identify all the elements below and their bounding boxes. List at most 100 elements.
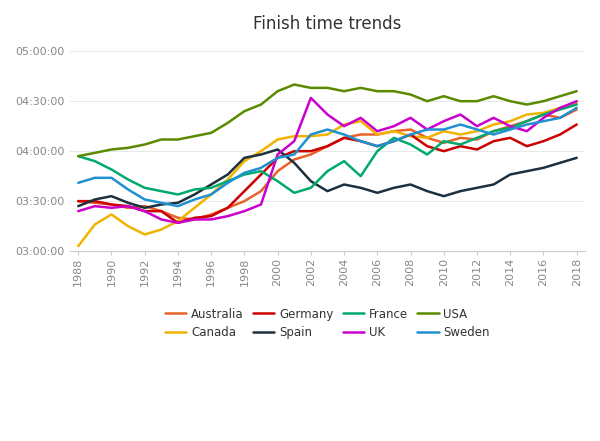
Line: Canada: Canada [78,103,577,246]
Australia [307,152,314,157]
France [175,192,182,197]
Line: Spain: Spain [78,149,577,208]
Spain [556,160,563,165]
Canada [175,218,182,224]
Spain [324,188,331,194]
UK [158,217,165,222]
Spain [540,165,547,171]
Sweden [540,119,547,124]
Sweden [391,138,398,144]
UK [523,128,530,134]
Canada [257,149,265,154]
France [357,173,364,179]
Germany [191,215,198,220]
Canada [523,112,530,117]
Canada [74,243,82,249]
France [257,168,265,174]
USA [307,85,314,90]
UK [74,209,82,214]
UK [124,203,131,209]
Canada [224,177,232,182]
France [108,167,115,172]
USA [108,147,115,152]
Australia [523,119,530,124]
USA [391,89,398,94]
UK [324,112,331,117]
Sweden [274,155,281,161]
USA [324,85,331,90]
Spain [191,192,198,197]
Title: Finish time trends: Finish time trends [253,15,401,33]
UK [357,115,364,120]
Canada [573,100,580,105]
Germany [473,147,481,152]
Canada [158,227,165,232]
USA [158,137,165,142]
USA [374,89,381,94]
Sweden [407,132,414,137]
France [374,149,381,154]
Sweden [457,122,464,127]
Germany [523,143,530,149]
Germany [91,198,98,204]
Germany [208,213,215,219]
USA [274,89,281,94]
France [540,112,547,117]
Sweden [490,132,497,137]
Canada [490,122,497,127]
UK [241,209,248,214]
Sweden [374,143,381,149]
Germany [224,205,232,210]
USA [124,145,131,150]
UK [457,112,464,117]
Australia [457,135,464,141]
France [274,179,281,184]
Australia [108,202,115,207]
UK [91,203,98,209]
Spain [391,185,398,191]
USA [241,108,248,114]
France [407,142,414,147]
Spain [473,185,481,191]
Australia [540,112,547,117]
Australia [141,203,148,209]
UK [141,209,148,214]
Canada [241,158,248,164]
France [424,152,431,157]
UK [175,220,182,225]
Germany [74,198,82,204]
Canada [191,205,198,210]
Germany [440,149,448,154]
Spain [490,182,497,187]
Germany [124,203,131,209]
Canada [290,134,298,139]
Germany [108,202,115,207]
Sweden [74,180,82,186]
Australia [224,205,232,210]
UK [208,217,215,222]
UK [290,138,298,144]
UK [424,127,431,132]
Australia [556,115,563,120]
USA [141,142,148,147]
France [391,135,398,141]
UK [490,115,497,120]
Australia [440,140,448,146]
Spain [440,194,448,199]
Spain [274,147,281,152]
France [158,188,165,194]
Australia [424,135,431,141]
Line: France: France [78,105,577,194]
Australia [573,107,580,112]
Spain [224,172,232,177]
USA [191,134,198,139]
Spain [407,182,414,187]
Germany [457,143,464,149]
France [74,153,82,159]
Spain [290,160,298,165]
Australia [374,132,381,137]
USA [573,89,580,94]
Australia [274,168,281,174]
UK [440,119,448,124]
Sweden [440,127,448,132]
